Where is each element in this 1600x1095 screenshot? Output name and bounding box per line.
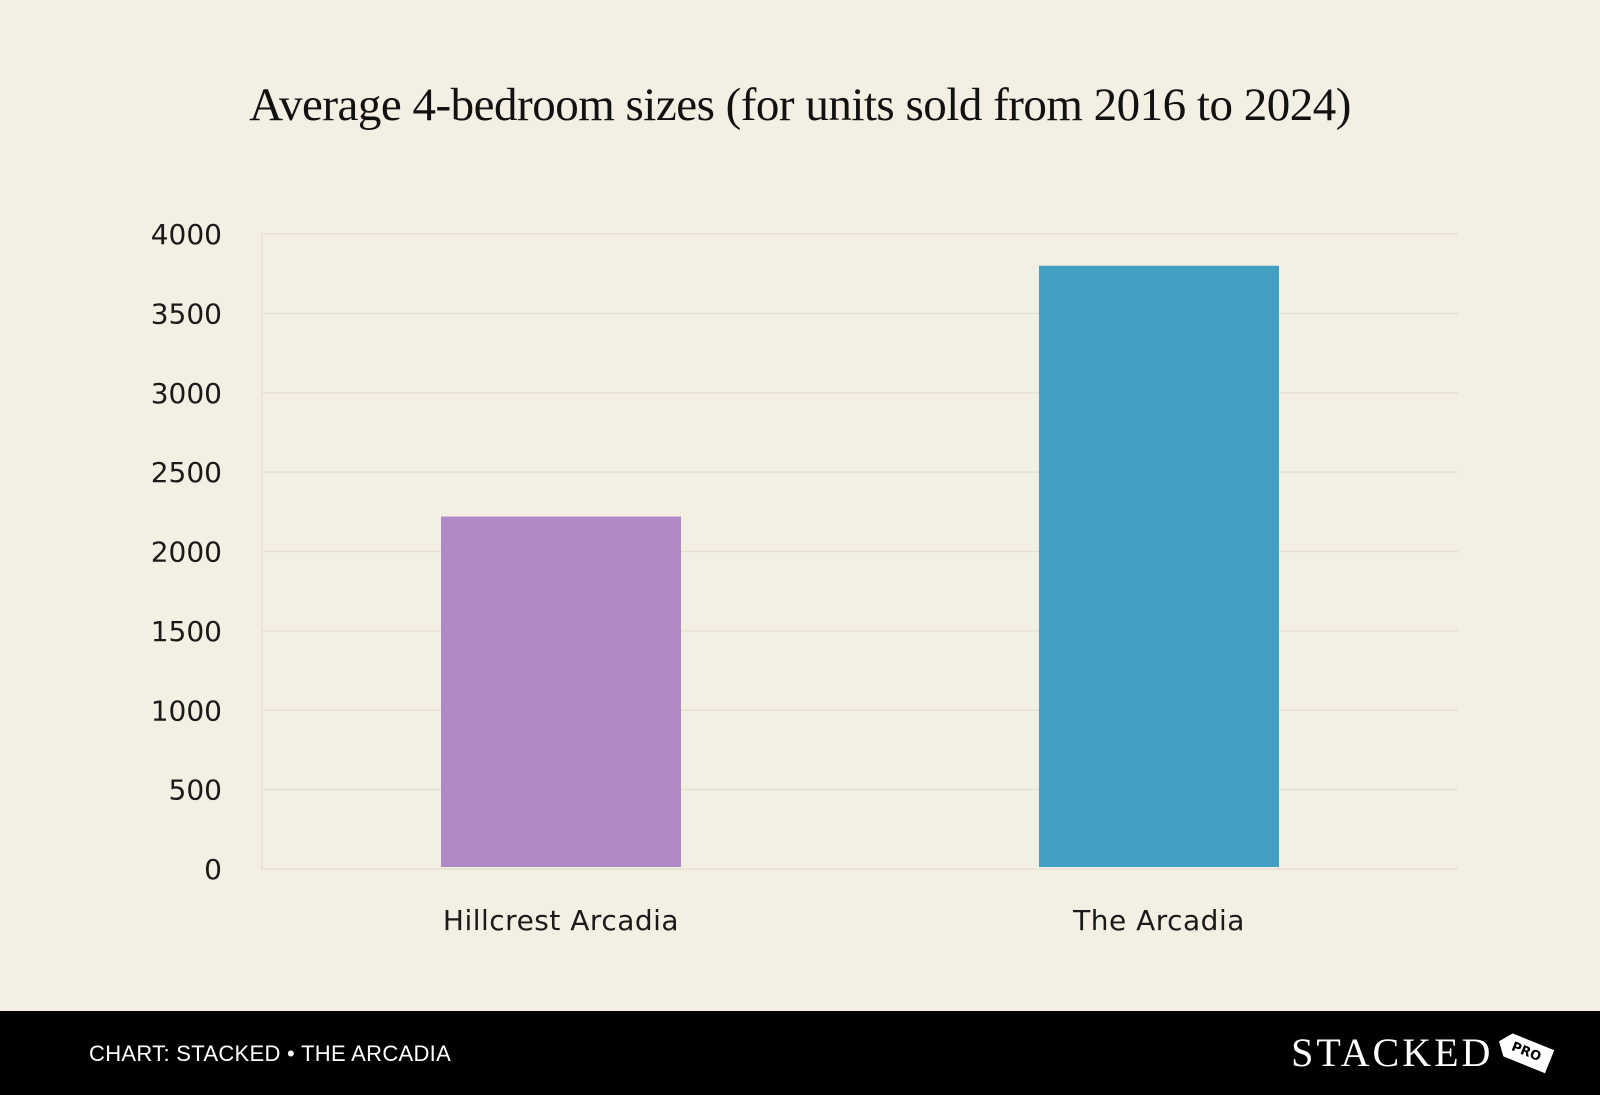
x-category-label: The Arcadia — [1072, 904, 1245, 937]
y-tick-label: 3000 — [151, 377, 222, 410]
y-tick-label: 1000 — [151, 694, 222, 727]
y-tick-label: 2000 — [151, 536, 222, 569]
y-axis-ticks: 0 500 1000 1500 2000 2500 3000 3500 4000 — [151, 218, 222, 886]
y-tick-label: 4000 — [151, 218, 222, 251]
footer-bar: CHART: STACKED • THE ARCADIA STACKED PRO — [0, 1011, 1600, 1095]
y-tick-label: 500 — [169, 774, 222, 807]
y-tick-label: 1500 — [151, 615, 222, 648]
stacked-pro-logo: STACKED PRO — [1291, 1025, 1552, 1081]
chart-credit: CHART: STACKED • THE ARCADIA — [89, 1041, 452, 1066]
bar-chart: 0 500 1000 1500 2000 2500 3000 3500 4000 Hillcre… — [151, 218, 1458, 937]
bar-hillcrest-arcadia — [441, 516, 681, 867]
y-tick-label: 3500 — [151, 297, 222, 330]
x-axis-categories: Hillcrest Arcadia The Arcadia — [443, 904, 1245, 937]
bars — [441, 265, 1279, 867]
bar-the-arcadia — [1039, 265, 1279, 867]
x-category-label: Hillcrest Arcadia — [443, 904, 679, 937]
chart-title: Average 4-bedroom sizes (for units sold … — [249, 79, 1351, 131]
brand-wordmark: STACKED — [1291, 1030, 1494, 1075]
y-tick-label: 2500 — [151, 456, 222, 489]
y-tick-label: 0 — [204, 853, 222, 886]
pro-tag-icon: PRO — [1495, 1029, 1555, 1073]
